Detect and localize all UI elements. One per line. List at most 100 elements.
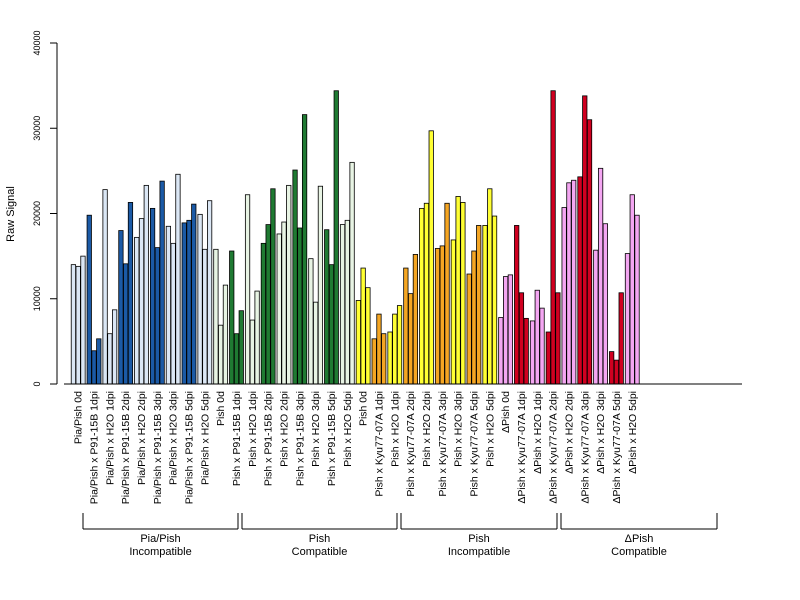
bar <box>138 218 145 385</box>
bar <box>428 130 434 385</box>
bar <box>586 119 593 385</box>
bar <box>175 173 181 385</box>
x-tick-label: Pish x H2O 1dpi <box>389 391 401 467</box>
x-tick-label: Pish x H2O 3dpi <box>310 391 322 467</box>
bar <box>276 233 282 385</box>
x-tick-label: ΔPish x H2O 1dpi <box>532 391 544 474</box>
bar <box>181 222 187 385</box>
bar <box>593 249 599 385</box>
y-axis: 0 10000 20000 30000 40000 <box>32 30 58 387</box>
x-tick-label: Pia/Pish x H2O 5dpi <box>199 391 211 485</box>
bar <box>165 225 172 385</box>
bar <box>159 180 165 385</box>
group-label-line1: Pia/Pish <box>140 533 180 545</box>
group-label-line1: Pish <box>468 533 489 545</box>
bar <box>561 207 567 385</box>
group-label-line2: Incompatible <box>129 546 191 558</box>
x-tick-label: ΔPish x H2O 5dpi <box>627 391 639 474</box>
bar <box>491 215 498 385</box>
bar <box>154 247 160 385</box>
bar <box>149 207 156 385</box>
bar <box>360 267 366 385</box>
bar <box>403 267 409 385</box>
y-tick-label: 20000 <box>32 201 42 226</box>
bar <box>602 223 608 385</box>
bar <box>550 90 556 385</box>
bar <box>197 213 203 385</box>
bar <box>134 236 140 385</box>
bar <box>202 248 208 385</box>
bar <box>86 214 92 385</box>
bar <box>571 179 577 385</box>
group-label-line2: Incompatible <box>448 546 510 558</box>
bar <box>365 287 371 385</box>
bar <box>387 331 393 385</box>
bar <box>286 184 292 385</box>
bar <box>70 264 77 385</box>
bar <box>444 202 450 385</box>
group-label-line1: ΔPish <box>625 533 654 545</box>
bar <box>80 255 86 385</box>
bar <box>328 264 335 385</box>
bar <box>396 305 403 385</box>
bar <box>123 263 129 385</box>
y-tick-label: 40000 <box>32 30 42 55</box>
bar <box>339 224 346 385</box>
x-tick-label: Pish x P91-15B 2dpi <box>263 391 275 486</box>
x-tick-label: Pia/Pish x H2O 3dpi <box>168 391 180 485</box>
bar <box>460 202 466 385</box>
bar <box>218 324 224 385</box>
x-tick-label: Pish x H2O 2dpi <box>278 391 290 467</box>
x-tick-label: Pish x Kyu77-07A 5dpi <box>468 391 480 497</box>
bar <box>455 196 461 385</box>
y-tick-label: 10000 <box>32 286 42 311</box>
bar <box>503 276 509 385</box>
bar <box>392 313 398 385</box>
x-tick-label: Pish x Kyu77-07A 1dpi <box>373 391 385 497</box>
x-tick-label: Pia/Pish x P91-15B 2dpi <box>120 391 132 504</box>
bar <box>577 176 583 385</box>
bar <box>529 320 536 385</box>
bar <box>381 333 387 385</box>
x-tick-label: ΔPish x Kyu77-07A 3dpi <box>579 391 591 504</box>
bar <box>518 292 525 385</box>
bar <box>566 182 572 385</box>
bar <box>412 254 419 385</box>
bar <box>613 359 620 385</box>
x-tick-label: Pish x Kyu77-07A 3dpi <box>437 391 449 497</box>
bar <box>624 253 631 385</box>
bar <box>471 250 477 385</box>
bar <box>355 300 361 385</box>
bar <box>107 333 113 385</box>
x-tick-label: Pish x H2O 2dpi <box>421 391 433 467</box>
bar <box>333 90 339 385</box>
x-tick-label: Pish x P91-15B 1dpi <box>231 391 243 486</box>
x-tick-label: Pish x H2O 5dpi <box>342 391 354 467</box>
group-label-line1: Pish <box>309 533 330 545</box>
x-tick-label: Pia/Pish 0d <box>73 391 85 444</box>
bar <box>609 351 615 385</box>
bar <box>191 203 197 385</box>
x-tick-label: Pish x Kyu77-07A 2dpi <box>405 391 417 497</box>
bar <box>301 114 308 385</box>
bar <box>534 289 540 385</box>
group-label-line2: Compatible <box>292 546 348 558</box>
group-label-line2: Compatible <box>611 546 667 558</box>
bar <box>434 248 441 385</box>
bar <box>487 188 493 385</box>
x-tick-label: Pish x H2O 1dpi <box>247 391 259 467</box>
bar <box>91 350 97 385</box>
x-tick-label: Pish x H2O 5dpi <box>484 391 496 467</box>
bar <box>349 161 355 385</box>
bar <box>498 317 504 385</box>
bar <box>419 207 425 385</box>
bar <box>249 319 255 385</box>
bar <box>186 219 192 385</box>
x-tick-label: Pia/Pish x H2O 2dpi <box>136 391 148 485</box>
bar <box>476 225 482 385</box>
bar <box>213 248 219 385</box>
y-axis-label: Raw Signal <box>5 186 17 242</box>
bar <box>281 221 287 385</box>
bar <box>254 290 260 385</box>
bar <box>634 214 640 385</box>
